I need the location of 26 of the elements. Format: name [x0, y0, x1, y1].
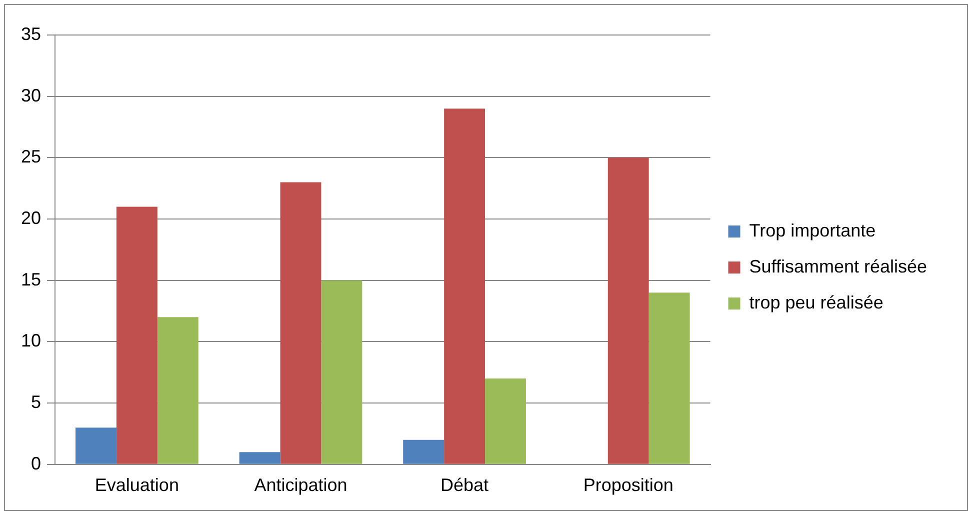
bar [444, 108, 486, 464]
bar [157, 317, 198, 464]
y-tick-label: 35 [20, 24, 42, 44]
legend-label: trop peu réalisée [749, 292, 884, 312]
bar [608, 158, 649, 464]
legend-label: Suffisamment réalisée [749, 256, 927, 276]
bar [76, 428, 116, 464]
y-tick-label: 10 [20, 330, 42, 351]
bar [321, 280, 362, 464]
bar [280, 182, 322, 464]
y-tick-label: 15 [20, 269, 42, 290]
x-tick-label: Débat [440, 475, 489, 496]
bar [648, 292, 690, 464]
bar [485, 378, 526, 464]
y-tick-label: 0 [31, 453, 42, 474]
x-tick-label: Anticipation [254, 475, 348, 496]
y-tick-label: 20 [20, 208, 42, 228]
y-tick-label: 25 [20, 146, 42, 167]
bar [239, 452, 280, 464]
legend-label: Trop importante [749, 220, 876, 240]
x-tick-label: Evaluation [94, 475, 179, 496]
bar [116, 206, 158, 464]
y-tick-label: 5 [31, 392, 42, 412]
y-tick-label: 30 [20, 85, 42, 106]
bar [403, 440, 444, 464]
x-tick-label: Proposition [583, 475, 674, 496]
